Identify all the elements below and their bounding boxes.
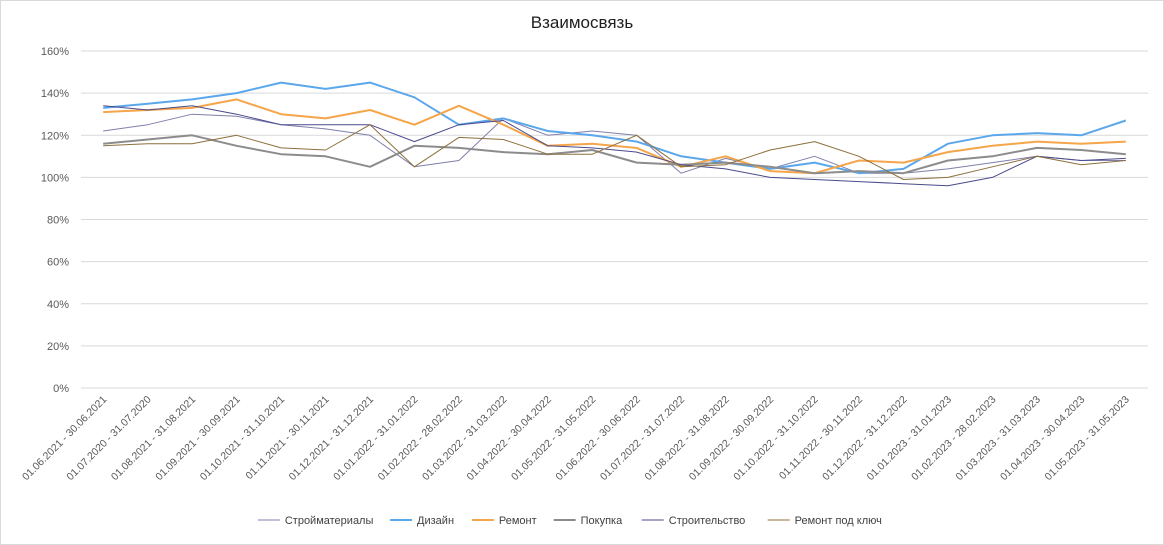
x-tick-label: 01.05.2023 - 31.05.2023 bbox=[1042, 394, 1132, 484]
x-tick-label: 01.04.2023 - 30.04.2023 bbox=[998, 394, 1088, 484]
y-tick-label: 40% bbox=[47, 299, 69, 311]
y-tick-label: 80% bbox=[47, 215, 69, 227]
x-tick-label: 01.01.2022 - 31.01.2022 bbox=[331, 394, 421, 484]
legend-label: Строительство bbox=[669, 515, 746, 527]
x-tick-label: 01.07.2022 - 31.07.2022 bbox=[598, 394, 688, 484]
x-tick-label: 01.10.2021 - 31.10.2021 bbox=[198, 394, 288, 484]
y-tick-label: 0% bbox=[53, 383, 69, 395]
x-tick-label: 01.03.2023 - 31.03.2023 bbox=[954, 394, 1044, 484]
chart-title: Взаимосвязь bbox=[530, 13, 634, 32]
series-line bbox=[103, 98, 1126, 175]
y-tick-label: 140% bbox=[41, 88, 69, 100]
x-tick-label: 01.06.2021 - 30.06.2021 bbox=[20, 394, 110, 484]
legend-label: Дизайн bbox=[417, 515, 454, 527]
x-tick-label: 01.07.2020 - 31.07.2020 bbox=[64, 394, 154, 484]
x-tick-label: 01.10.2022 - 31.10.2022 bbox=[731, 394, 821, 484]
series-line bbox=[103, 124, 1126, 180]
legend-label: Ремонт bbox=[499, 515, 537, 527]
series-line bbox=[103, 105, 1126, 187]
series-line bbox=[103, 113, 1126, 174]
y-tick-label: 160% bbox=[41, 46, 69, 58]
x-tick-label: 01.11.2021 - 30.11.2021 bbox=[243, 394, 331, 482]
x-tick-label: 01.03.2022 - 31.03.2022 bbox=[420, 394, 510, 484]
y-tick-label: 20% bbox=[47, 341, 69, 353]
y-tick-label: 120% bbox=[41, 130, 69, 142]
y-tick-label: 100% bbox=[41, 172, 69, 184]
y-tick-label: 60% bbox=[47, 257, 69, 269]
series-line bbox=[103, 134, 1126, 175]
x-tick-label: 01.01.2023 - 31.01.2023 bbox=[865, 394, 955, 484]
x-tick-label: 01.02.2023 - 28.02.2023 bbox=[909, 394, 999, 484]
x-tick-label: 01.06.2022 - 30.06.2022 bbox=[553, 394, 643, 484]
x-tick-label: 01.09.2021 - 30.09.2021 bbox=[153, 394, 243, 484]
x-tick-label: 01.05.2022 - 31.05.2022 bbox=[509, 394, 599, 484]
legend-label: Стройматериалы bbox=[285, 515, 374, 527]
series-line bbox=[103, 81, 1127, 175]
x-tick-label: 01.12.2022 - 31.12.2022 bbox=[820, 394, 910, 484]
x-tick-label: 01.02.2022 - 28.02.2022 bbox=[376, 394, 466, 484]
x-tick-label: 01.12.2021 - 31.12.2021 bbox=[287, 394, 377, 484]
x-tick-label: 01.11.2022 - 30.11.2022 bbox=[777, 394, 865, 482]
x-tick-label: 01.08.2021 - 31.08.2021 bbox=[109, 394, 199, 484]
x-tick-label: 01.04.2022 - 30.04.2022 bbox=[465, 394, 555, 484]
legend-label: Ремонт под ключ bbox=[795, 515, 882, 527]
legend-label: Покупка bbox=[581, 515, 623, 527]
x-tick-label: 01.09.2022 - 30.09.2022 bbox=[687, 394, 777, 484]
x-tick-label: 01.08.2022 - 31.08.2022 bbox=[642, 394, 732, 484]
